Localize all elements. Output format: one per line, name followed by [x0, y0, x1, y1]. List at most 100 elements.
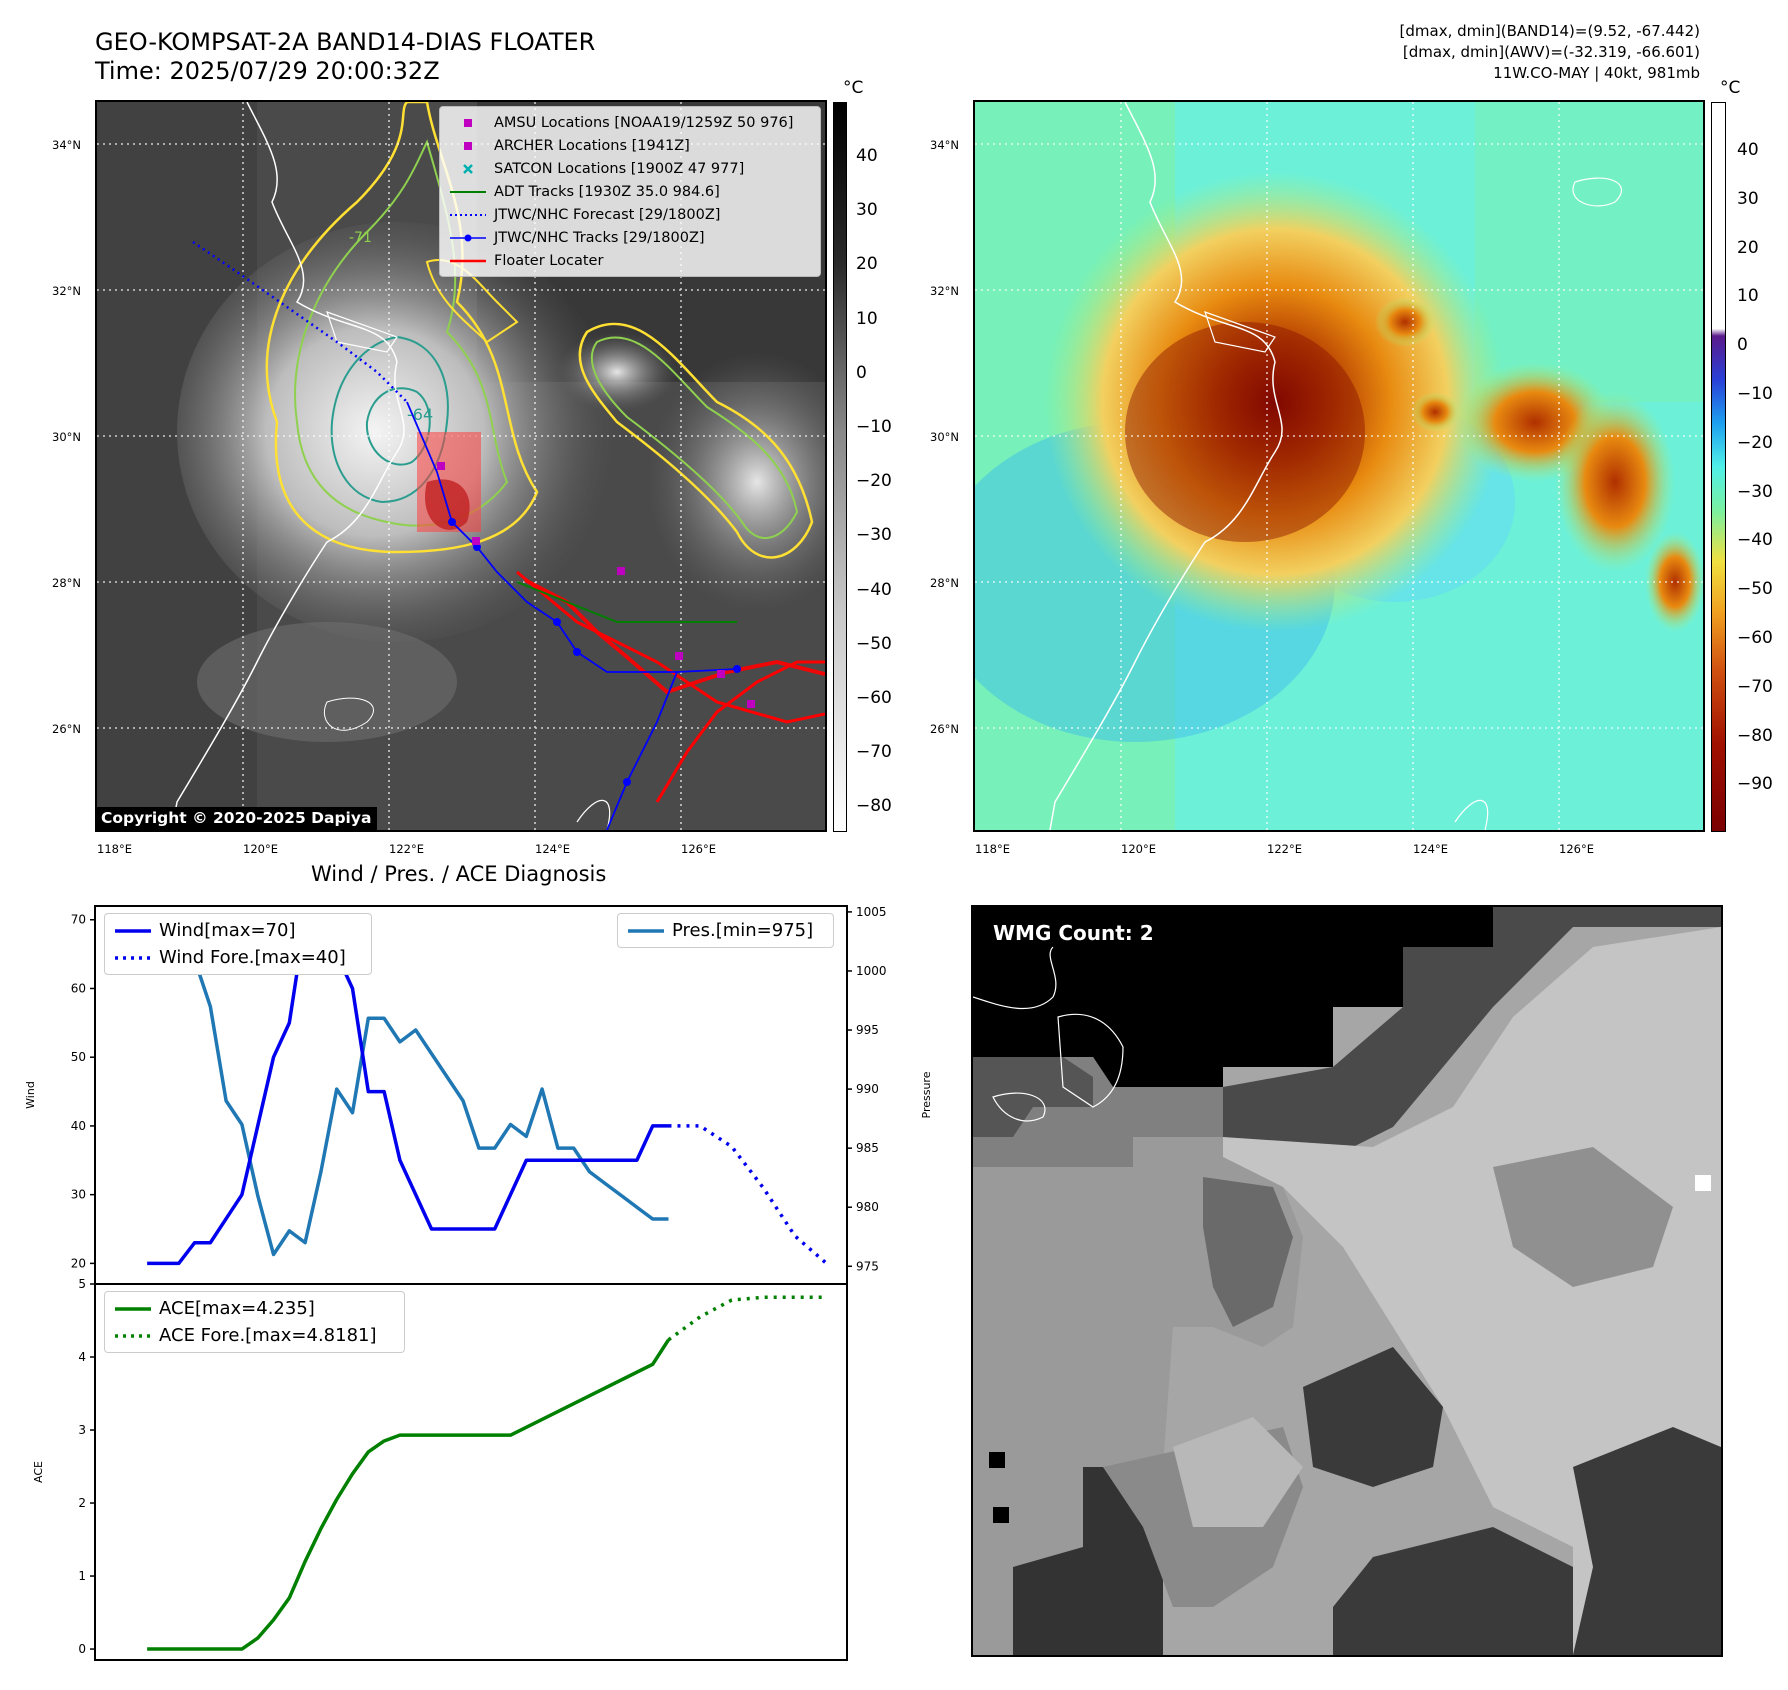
y-tick-label: 985	[856, 1141, 879, 1155]
colorbar-tick: 0	[1737, 335, 1748, 356]
y-tick-label: 50	[71, 1050, 86, 1064]
colorbar-tick: −20	[856, 471, 892, 492]
awv-range: [dmax, dmin](AWV)=(-32.319, -66.601)	[1402, 43, 1700, 61]
y-tick-label: 30	[71, 1188, 86, 1202]
y-tick-label: 70	[71, 913, 86, 927]
legend-label: ACE Fore.[max=4.8181]	[159, 1325, 377, 1346]
legend-label: ARCHER Locations [1941Z]	[494, 137, 690, 154]
lon-tick: 126°E	[1559, 842, 1594, 856]
y-tick-label: 20	[71, 1256, 86, 1270]
pressure-legend: Pres.[min=975]	[617, 913, 834, 948]
y-tick-label: 1	[78, 1569, 86, 1583]
line-icon	[626, 922, 666, 940]
legend-satcon: SATCON Locations [1900Z 47 977]	[448, 157, 812, 180]
band14-range: [dmax, dmin](BAND14)=(9.52, -67.442)	[1399, 22, 1700, 40]
ir-map-legend: AMSU Locations [NOAA19/1259Z 50 976] ARC…	[439, 106, 821, 277]
dotted-line-icon	[113, 1327, 153, 1345]
lon-tick: 126°E	[681, 842, 716, 856]
colorbar-tick: −60	[1737, 628, 1773, 648]
line-icon	[448, 183, 488, 201]
legend-label: AMSU Locations [NOAA19/1259Z 50 976]	[494, 114, 794, 131]
chart-time: Time: 2025/07/29 20:00:32Z	[95, 57, 440, 85]
y-tick-label: 4	[78, 1350, 86, 1364]
wmg-count-label: WMG Count: 2	[993, 921, 1154, 945]
colorbar-tick: 30	[1737, 188, 1759, 209]
colorbar-tick: 20	[856, 254, 878, 275]
legend-label: Wind[max=70]	[159, 920, 296, 941]
colorbar-tick: −80	[1737, 725, 1773, 746]
awv-colorbar	[1711, 102, 1726, 832]
dotted-line-icon	[448, 206, 488, 224]
legend-label: JTWC/NHC Tracks [29/1800Z]	[494, 229, 705, 246]
colorbar-unit: °C	[843, 78, 864, 98]
lat-tick: 30°N	[52, 430, 81, 444]
chart-title: GEO-KOMPSAT-2A BAND14-DIAS FLOATER	[95, 28, 596, 56]
legend-label: ADT Tracks [1930Z 35.0 984.6]	[494, 183, 720, 200]
ir-colorbar	[833, 102, 847, 832]
legend-ace: ACE[max=4.235]	[113, 1295, 396, 1322]
colorbar-tick: −30	[856, 525, 892, 546]
y-tick-label: 1005	[856, 905, 887, 919]
colorbar-tick: 30	[856, 200, 878, 221]
lat-tick: 34°N	[930, 138, 959, 152]
legend-forecast: JTWC/NHC Forecast [29/1800Z]	[448, 203, 812, 226]
colorbar-tick: −10	[856, 417, 892, 437]
legend-pressure: Pres.[min=975]	[626, 917, 825, 944]
lon-tick: 122°E	[1267, 842, 1302, 856]
colorbar-unit: °C	[1720, 78, 1741, 98]
lat-tick: 26°N	[930, 722, 959, 736]
colorbar-tick: −40	[856, 579, 892, 600]
lon-tick: 124°E	[535, 842, 570, 856]
legend-adt: ADT Tracks [1930Z 35.0 984.6]	[448, 180, 812, 203]
y-tick-label: 1000	[856, 964, 887, 978]
y-tick-label: 995	[856, 1023, 879, 1037]
y-tick-label: 0	[78, 1642, 86, 1656]
square-marker-icon	[448, 137, 488, 155]
square-marker-icon	[448, 114, 488, 132]
legend-amsu: AMSU Locations [NOAA19/1259Z 50 976]	[448, 111, 812, 134]
colorbar-tick: −20	[1737, 432, 1773, 453]
legend-label: Floater Locater	[494, 252, 604, 269]
x-marker-icon	[448, 160, 488, 178]
line-icon	[113, 922, 153, 940]
contour-label: -64	[407, 405, 433, 424]
lon-tick: 118°E	[975, 842, 1010, 856]
ace-axes-frame	[94, 1283, 848, 1661]
colorbar-tick: −70	[1737, 676, 1773, 697]
lon-tick: 122°E	[389, 842, 424, 856]
legend-wind: Wind[max=70]	[113, 917, 363, 944]
ace-axis-label: ACE	[32, 1461, 45, 1483]
contour-label: -71	[349, 230, 372, 246]
wind-legend: Wind[max=70] Wind Fore.[max=40]	[104, 913, 372, 975]
forecast-line	[668, 1124, 828, 1265]
legend-label: Pres.[min=975]	[672, 920, 814, 941]
lon-tick: 120°E	[1121, 842, 1156, 856]
copyright-label: Copyright © 2020-2025 Dapiya	[97, 807, 378, 830]
legend-tracks: JTWC/NHC Tracks [29/1800Z]	[448, 226, 812, 249]
colorbar-tick: −50	[856, 633, 892, 654]
y-tick-label: 980	[856, 1200, 879, 1214]
legend-label: ACE[max=4.235]	[159, 1298, 315, 1319]
chart-lines	[147, 917, 828, 1651]
series-line	[147, 1338, 670, 1651]
colorbar-tick: 10	[1737, 286, 1759, 307]
y-tick-label: 3	[78, 1423, 86, 1437]
diagnosis-title: Wind / Pres. / ACE Diagnosis	[311, 862, 607, 886]
lon-tick: 120°E	[243, 842, 278, 856]
legend-label: Wind Fore.[max=40]	[159, 947, 346, 968]
colorbar-tick: −50	[1737, 579, 1773, 600]
y-tick-label: 40	[71, 1119, 86, 1133]
colorbar-tick: 20	[1737, 237, 1759, 258]
legend-label: SATCON Locations [1900Z 47 977]	[494, 160, 745, 177]
lat-tick: 26°N	[52, 722, 81, 736]
colorbar-tick: −90	[1737, 774, 1773, 795]
y-tick-label: 60	[71, 981, 86, 995]
y-tick-label: 2	[78, 1496, 86, 1510]
ir-satellite-map: -64 -71 AMSU Locations [NOAA19/1259Z 50 …	[95, 100, 827, 832]
awv-map-svg	[975, 102, 1703, 830]
colorbar-tick: −40	[1737, 530, 1773, 551]
series-line	[147, 917, 669, 1266]
pressure-axis-label: Pressure	[920, 1071, 933, 1118]
y-tick-label: 5	[78, 1277, 86, 1291]
lon-tick: 118°E	[97, 842, 132, 856]
